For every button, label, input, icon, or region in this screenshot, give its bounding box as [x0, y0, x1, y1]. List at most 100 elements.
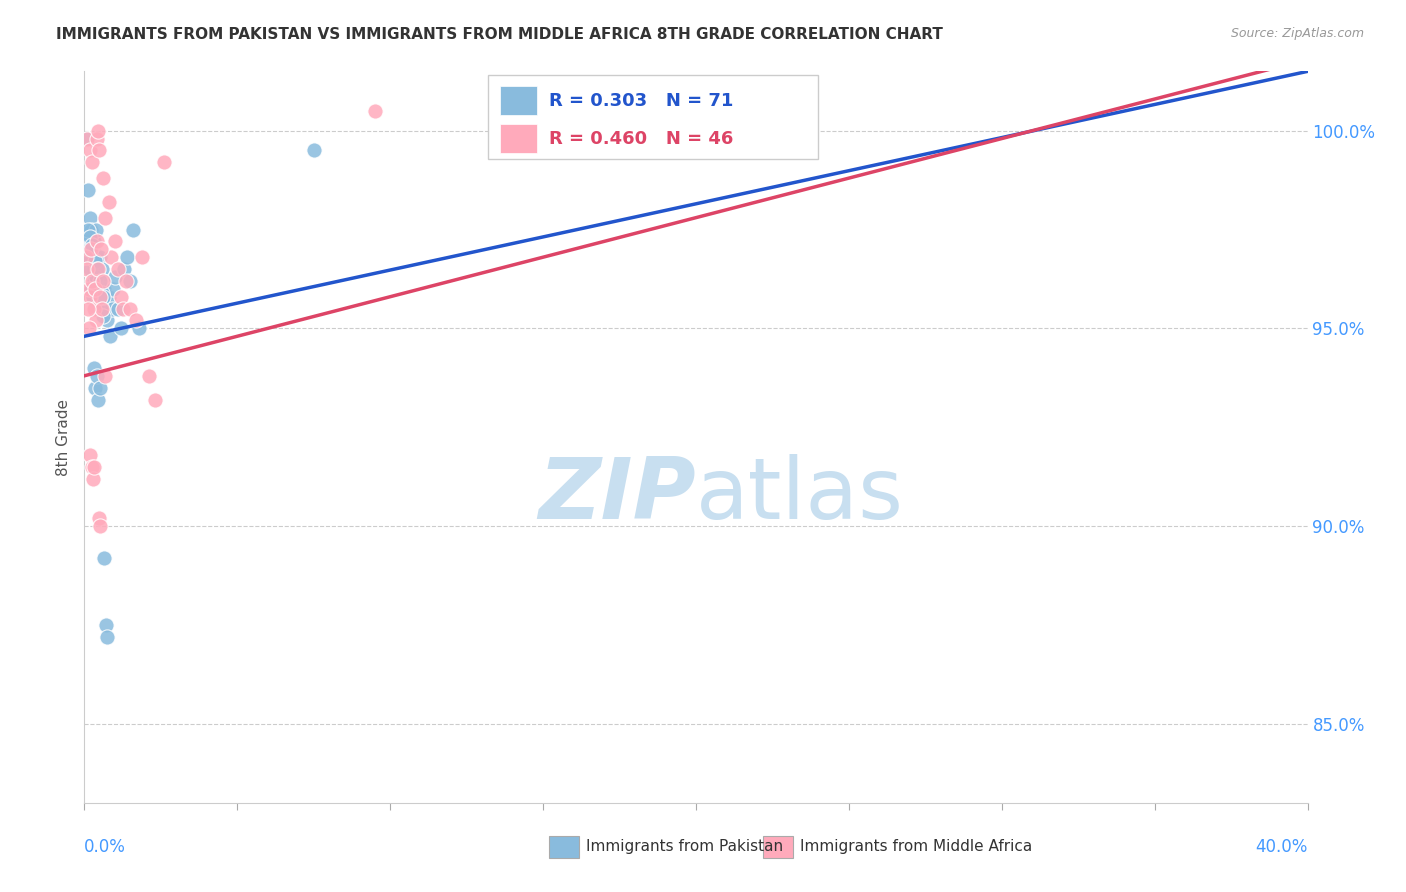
Point	[87, 392, 110, 407]
Point	[76, 262, 98, 277]
Point	[75, 242, 97, 256]
Text: Immigrants from Middle Africa: Immigrants from Middle Africa	[800, 839, 1032, 855]
Point	[86, 235, 108, 249]
Point	[77, 183, 100, 197]
Point	[76, 235, 98, 249]
Point	[96, 313, 118, 327]
Point	[82, 242, 104, 256]
Point	[87, 282, 110, 296]
Point	[89, 277, 111, 292]
Point	[76, 131, 98, 145]
Point	[131, 250, 153, 264]
Point	[77, 321, 100, 335]
Point	[94, 290, 117, 304]
Point	[89, 381, 111, 395]
Point	[79, 211, 101, 225]
Point	[91, 301, 114, 316]
FancyBboxPatch shape	[763, 836, 793, 858]
Point	[97, 194, 120, 209]
Point	[83, 459, 105, 474]
Point	[91, 285, 114, 300]
Point	[79, 290, 101, 304]
Point	[87, 262, 110, 277]
Point	[84, 269, 107, 284]
Point	[110, 290, 132, 304]
Point	[107, 262, 129, 277]
Point	[97, 290, 120, 304]
Point	[82, 274, 104, 288]
Point	[84, 250, 107, 264]
Point	[125, 313, 148, 327]
Point	[115, 250, 138, 264]
Point	[86, 368, 108, 383]
Point	[84, 222, 107, 236]
Text: Immigrants from Pakistan: Immigrants from Pakistan	[586, 839, 783, 855]
Point	[91, 301, 114, 316]
Point	[76, 250, 98, 264]
Point	[75, 235, 97, 249]
Point	[77, 250, 100, 264]
Text: ZIP: ZIP	[538, 454, 696, 537]
Point	[87, 269, 110, 284]
Point	[107, 301, 129, 316]
Point	[90, 301, 112, 316]
Point	[77, 242, 100, 256]
Point	[112, 262, 135, 277]
Point	[87, 293, 110, 308]
Point	[302, 144, 325, 158]
Text: R = 0.303   N = 71: R = 0.303 N = 71	[550, 92, 734, 110]
Point	[91, 274, 114, 288]
Point	[84, 381, 107, 395]
Text: 40.0%: 40.0%	[1256, 838, 1308, 855]
Point	[89, 519, 111, 533]
Point	[80, 230, 103, 244]
Point	[83, 274, 105, 288]
Point	[364, 103, 387, 118]
Point	[86, 250, 108, 264]
Point	[91, 262, 114, 277]
Point	[128, 321, 150, 335]
Y-axis label: 8th Grade: 8th Grade	[56, 399, 72, 475]
Text: 0.0%: 0.0%	[84, 838, 127, 855]
Point	[94, 301, 117, 316]
Point	[79, 230, 101, 244]
Point	[111, 301, 134, 316]
Point	[86, 274, 108, 288]
Point	[94, 618, 117, 632]
Point	[82, 290, 104, 304]
Point	[80, 282, 103, 296]
Point	[110, 321, 132, 335]
Point	[87, 262, 110, 277]
Point	[94, 211, 117, 225]
Point	[84, 254, 107, 268]
Point	[93, 282, 115, 296]
Point	[89, 250, 111, 264]
Point	[79, 144, 101, 158]
Point	[100, 250, 122, 264]
Point	[93, 368, 115, 383]
Point	[83, 235, 105, 249]
FancyBboxPatch shape	[488, 75, 818, 159]
Point	[89, 274, 111, 288]
Point	[122, 222, 145, 236]
Point	[120, 274, 142, 288]
Point	[83, 360, 105, 375]
Point	[90, 290, 112, 304]
Point	[79, 448, 101, 462]
Point	[79, 262, 101, 277]
Point	[101, 301, 124, 316]
Point	[77, 301, 100, 316]
Point	[86, 262, 108, 277]
Point	[86, 131, 108, 145]
Point	[86, 285, 108, 300]
Point	[120, 301, 142, 316]
Point	[80, 238, 103, 252]
Point	[91, 290, 114, 304]
FancyBboxPatch shape	[501, 86, 537, 115]
Point	[83, 282, 105, 296]
Point	[87, 123, 110, 137]
Point	[83, 301, 105, 316]
Point	[80, 222, 103, 236]
Point	[103, 282, 125, 296]
Point	[143, 392, 166, 407]
